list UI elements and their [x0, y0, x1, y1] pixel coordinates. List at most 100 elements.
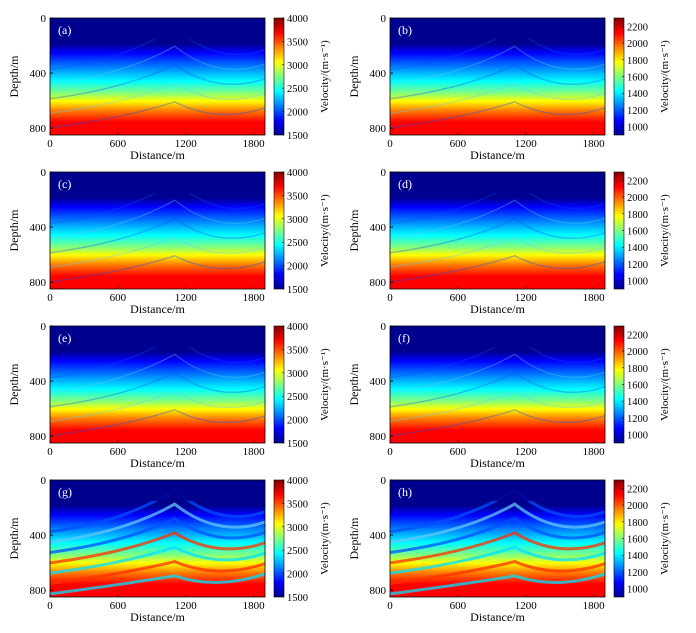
reflector-layer [50, 545, 265, 575]
velocity-image [390, 326, 605, 443]
x-tick-label: 0 [387, 446, 393, 458]
colorbar-label: Velocity/(m·s⁻¹) [659, 502, 671, 575]
colorbar-tick-label: 4000 [287, 168, 308, 179]
panel-label: (e) [58, 331, 71, 345]
velocity-image [390, 480, 605, 597]
x-tick-label: 1200 [175, 138, 198, 150]
colorbar-tick-label: 3000 [287, 369, 308, 380]
colorbar-tick-label: 3500 [287, 191, 308, 202]
panel-g: (g) 0 600 1200 1800 Distance/m 0 400 800 Depth/m 1… [7, 475, 331, 624]
x-tick-label: 600 [450, 600, 467, 612]
x-tick-label: 0 [387, 292, 393, 304]
reflector-layer [390, 371, 605, 408]
x-tick-label: 1800 [243, 446, 266, 458]
reflector-layer [390, 101, 605, 129]
colorbar-tick-label: 1400 [627, 243, 648, 254]
x-axis-label: Distance/m [470, 302, 525, 316]
colorbar-tick-label: 3500 [287, 499, 308, 510]
reflector-layer [50, 559, 265, 586]
x-axis-label: Distance/m [130, 148, 185, 162]
reflector-layer [390, 531, 605, 565]
axes-frame [49, 17, 266, 136]
reflector-layer [390, 545, 605, 575]
y-tick-label: 800 [30, 277, 47, 289]
reflector-layer [50, 217, 265, 254]
colorbar-label: Velocity/(m·s⁻¹) [319, 348, 331, 421]
axes-frame [389, 479, 606, 598]
reflector-layer [50, 371, 265, 408]
reflector-layer [50, 572, 265, 596]
panel-e: (e) 0 600 1200 1800 Distance/m 0 400 800 Depth/m 1… [7, 321, 331, 470]
x-tick-label: 1800 [583, 138, 606, 150]
panel-b: (b) 0 600 1200 1800 Distance/m 0 400 800 Depth/m 1… [347, 13, 671, 162]
y-axis-label: Depth/m [347, 517, 361, 560]
colorbar-tick-label: 1400 [627, 89, 648, 100]
panel-a: (a) 0 600 1200 1800 Distance/m 0 400 800 Depth/m 1… [7, 13, 331, 162]
x-tick-label: 1800 [583, 292, 606, 304]
x-tick-label: 600 [110, 292, 127, 304]
x-axis-label: Distance/m [130, 302, 185, 316]
water-layer [50, 172, 265, 194]
y-tick-label: 0 [41, 167, 47, 179]
colorbar-tick-label: 1200 [627, 414, 648, 425]
colorbar-tick-label: 1500 [287, 131, 308, 142]
reflector-layer [390, 255, 605, 283]
y-tick-label: 400 [30, 68, 47, 80]
axes-frame [389, 17, 606, 136]
colorbar-label: Velocity/(m·s⁻¹) [319, 40, 331, 113]
water-layer [50, 326, 265, 348]
colorbar [273, 325, 285, 444]
colorbar-tick-label: 1600 [627, 381, 648, 392]
reflector-layer [50, 409, 265, 437]
colorbar-tick-label: 4000 [287, 322, 308, 333]
y-tick-label: 800 [370, 431, 387, 443]
colorbar-tick-label: 1800 [627, 364, 648, 375]
y-tick-label: 800 [30, 123, 47, 135]
colorbar-tick-label: 1000 [627, 431, 648, 442]
colorbar-tick-label: 3500 [287, 345, 308, 356]
colorbar [273, 17, 285, 136]
axes-frame [49, 479, 266, 598]
x-tick-label: 600 [110, 600, 127, 612]
reflector-layer [50, 236, 265, 268]
panel-label: (c) [58, 177, 71, 191]
y-axis-label: Depth/m [7, 55, 21, 98]
water-layer [390, 172, 605, 194]
reflector-layer [50, 255, 265, 283]
reflector-layer [390, 409, 605, 437]
reflector-layer [50, 63, 265, 100]
velocity-image [390, 18, 605, 135]
colorbar-tick-label: 2000 [627, 39, 648, 50]
reflector-layer [50, 531, 265, 565]
colorbar-tick-label: 2500 [287, 546, 308, 557]
reflector-layer [50, 199, 265, 239]
reflector-layer [50, 101, 265, 129]
colorbar-label: Velocity/(m·s⁻¹) [319, 502, 331, 575]
colorbar-label: Velocity/(m·s⁻¹) [659, 40, 671, 113]
colorbar-tick-label: 4000 [287, 14, 308, 25]
colorbar [273, 171, 285, 290]
colorbar-tick-label: 1200 [627, 260, 648, 271]
colorbar-label: Velocity/(m·s⁻¹) [319, 194, 331, 267]
y-tick-label: 800 [30, 585, 47, 597]
reflector-layer [390, 390, 605, 422]
reflector-layer [50, 516, 265, 554]
x-tick-label: 1200 [175, 600, 198, 612]
y-tick-label: 800 [370, 123, 387, 135]
x-axis-label: Distance/m [130, 456, 185, 470]
velocity-image [50, 480, 265, 597]
water-layer [390, 18, 605, 40]
colorbar-tick-label: 2500 [287, 238, 308, 249]
x-tick-label: 0 [387, 138, 393, 150]
reflector-layer [50, 390, 265, 422]
x-tick-label: 600 [110, 446, 127, 458]
reflector-layer [50, 82, 265, 114]
reflector-layer [390, 502, 605, 544]
panel-h: (h) 0 600 1200 1800 Distance/m 0 400 800 Depth/m 1… [347, 475, 671, 624]
colorbar-tick-label: 3000 [287, 215, 308, 226]
colorbar-tick-label: 2500 [287, 84, 308, 95]
reflector-layer [390, 516, 605, 554]
panel-label: (g) [58, 485, 72, 499]
colorbar-tick-label: 3000 [287, 523, 308, 534]
